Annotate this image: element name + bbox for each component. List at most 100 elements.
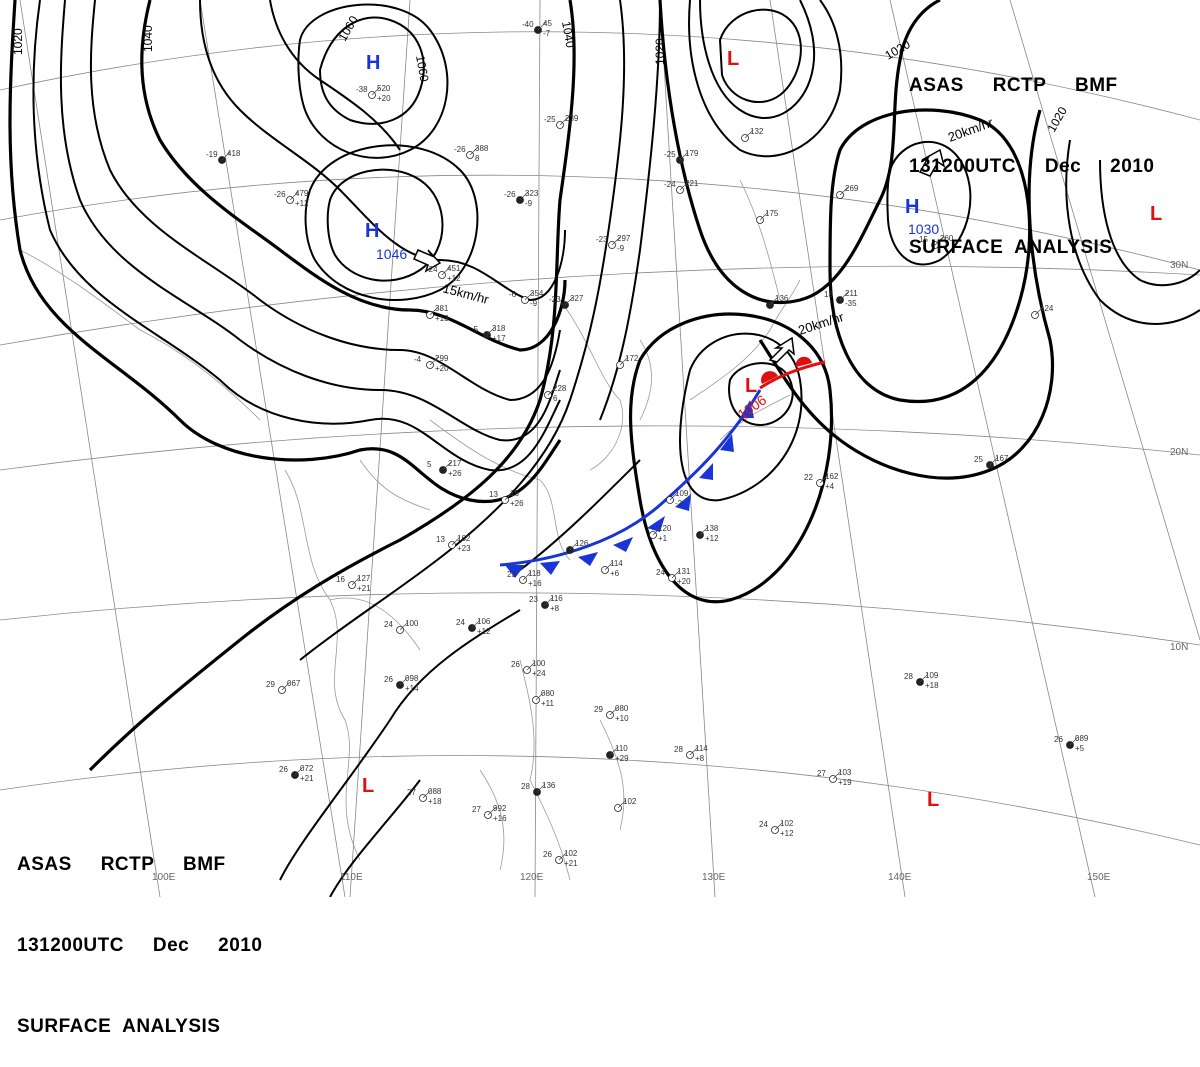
isobar-label: 1040	[559, 20, 577, 49]
isobar-label: 1060	[413, 54, 431, 83]
station-plot: 102	[614, 797, 637, 812]
station-temperature: 29	[266, 680, 275, 689]
station-temperature: -25	[544, 115, 556, 124]
station-pressure-tendency: +11	[541, 699, 555, 708]
wind-barb-icon	[519, 191, 529, 201]
station-temperature: 28	[904, 672, 913, 681]
station-temperature: 23	[507, 570, 516, 579]
station-plot: 13 162+23	[436, 534, 471, 553]
station-plot: 29 080+10	[594, 704, 629, 723]
station-plot: 27 088+18	[407, 787, 442, 806]
station-plot: -24 221	[664, 179, 699, 194]
station-plot: 23 118+16	[507, 569, 542, 588]
station-pressure-tendency: -7	[543, 29, 551, 38]
station-pressure-tendency: +14	[405, 684, 419, 693]
title-time: 131200UTC	[909, 156, 1016, 177]
station-temperature: -25	[664, 150, 676, 159]
station-pressure: 162	[825, 472, 839, 481]
station-pressure: 138	[705, 524, 719, 533]
wind-barb-icon	[281, 681, 291, 691]
station-pressure-tendency: +5	[1075, 744, 1085, 753]
station-pressure-tendency: +24	[532, 669, 546, 678]
station-pressure: 221	[685, 179, 699, 188]
station-plot: 124	[1031, 304, 1054, 319]
station-temperature: 15	[919, 235, 928, 244]
motion-arrows	[413, 148, 946, 363]
station-pressure-tendency: +26	[448, 469, 462, 478]
title-month: Dec	[152, 935, 190, 956]
station-pressure: 228	[553, 384, 567, 393]
high-center-marker: H	[366, 52, 380, 74]
station-plot: 24 131+20	[656, 567, 691, 586]
title-product: ASAS	[909, 75, 964, 96]
wind-barb-icon	[536, 783, 546, 793]
station-plot: 15 260	[919, 234, 954, 249]
station-pressure: 132	[750, 127, 764, 136]
wind-barb-icon	[559, 116, 569, 126]
wind-barb-icon	[669, 491, 679, 501]
station-plot: 26 072+21	[279, 764, 314, 783]
station-pressure-tendency: -2	[675, 499, 683, 508]
title-product: ASAS	[17, 854, 72, 875]
station-plot: 172	[616, 354, 639, 369]
station-pressure: 067	[287, 679, 301, 688]
station-plot: 136	[766, 294, 789, 309]
wind-barb-icon	[399, 621, 409, 631]
station-temperature: 13	[824, 290, 833, 299]
station-pressure: 388	[475, 144, 489, 153]
station-plot: -26 479+12	[274, 189, 309, 208]
station-pressure-tendency: +26	[510, 499, 524, 508]
station-pressure: 451	[447, 264, 461, 273]
station-plot: -40 45-7	[522, 19, 552, 38]
station-observations: -40 45-7-38 520+20-26 479+12-19 418 -26 3888-2…	[206, 19, 1089, 868]
station-temperature: -26	[274, 190, 286, 199]
title-station: RCTP	[992, 75, 1047, 96]
station-pressure: 211	[845, 289, 858, 298]
isobar-label: 1020	[11, 28, 25, 55]
station-plot: -5 318+17	[471, 324, 506, 343]
station-plot: 26 089+5	[1054, 734, 1089, 753]
station-pressure: 106	[477, 617, 491, 626]
wind-barb-icon	[679, 151, 689, 161]
wind-barb-icon	[604, 561, 614, 571]
title-block-bottom-left: ASAS RCTP BMF 131200UTC Dec 2010 SURFACE…	[17, 797, 262, 1067]
station-pressure: 102	[780, 819, 794, 828]
station-temperature: 25	[974, 455, 983, 464]
title-block-top-right: ASAS RCTP BMF 131200UTC Dec 2010 SURFACE…	[909, 18, 1154, 288]
latitude-label: 30N	[1170, 260, 1188, 271]
station-pressure-tendency: +18	[428, 797, 442, 806]
wind-barb-icon	[504, 491, 514, 501]
station-pressure: 327	[570, 294, 584, 303]
station-pressure: 136	[542, 781, 556, 790]
station-pressure-tendency: +20	[677, 577, 691, 586]
station-plot: -25 179	[664, 149, 699, 164]
station-pressure-tendency: -9	[617, 244, 625, 253]
cold-front	[499, 389, 762, 578]
station-temperature: 28	[674, 745, 683, 754]
wind-barb-icon	[294, 766, 304, 776]
station-pressure: 114	[610, 559, 623, 568]
station-pressure: 520	[377, 84, 391, 93]
station-pressure: 418	[227, 149, 241, 158]
station-plot: 080+11	[532, 689, 555, 708]
station-temperature: -40	[522, 20, 534, 29]
station-pressure-tendency: +13	[435, 314, 449, 323]
station-pressure: 45	[543, 19, 552, 28]
station-temperature: 24	[456, 618, 465, 627]
wind-barb-icon	[429, 306, 439, 316]
station-plot: 109-2	[666, 489, 689, 508]
station-pressure: 100	[405, 619, 419, 628]
station-pressure: 217	[448, 459, 462, 468]
wind-barb-icon	[617, 799, 627, 809]
station-plot: 29 067	[266, 679, 301, 694]
station-plot: 5 217+26	[427, 459, 462, 478]
station-pressure: 102	[623, 797, 637, 806]
wind-barb-icon	[289, 191, 299, 201]
grid-labels: 100E 110E 120E 130E 140E 150E 30N 20N 10…	[152, 260, 1188, 883]
station-pressure-tendency: +1	[658, 534, 668, 543]
title-line-3: SURFACE ANALYSIS	[909, 237, 1113, 258]
isobar-label: 1020	[653, 38, 667, 65]
station-pressure-tendency: -9	[530, 299, 538, 308]
station-temperature: 26	[279, 765, 288, 774]
station-plot: 24 102+12	[759, 819, 794, 838]
